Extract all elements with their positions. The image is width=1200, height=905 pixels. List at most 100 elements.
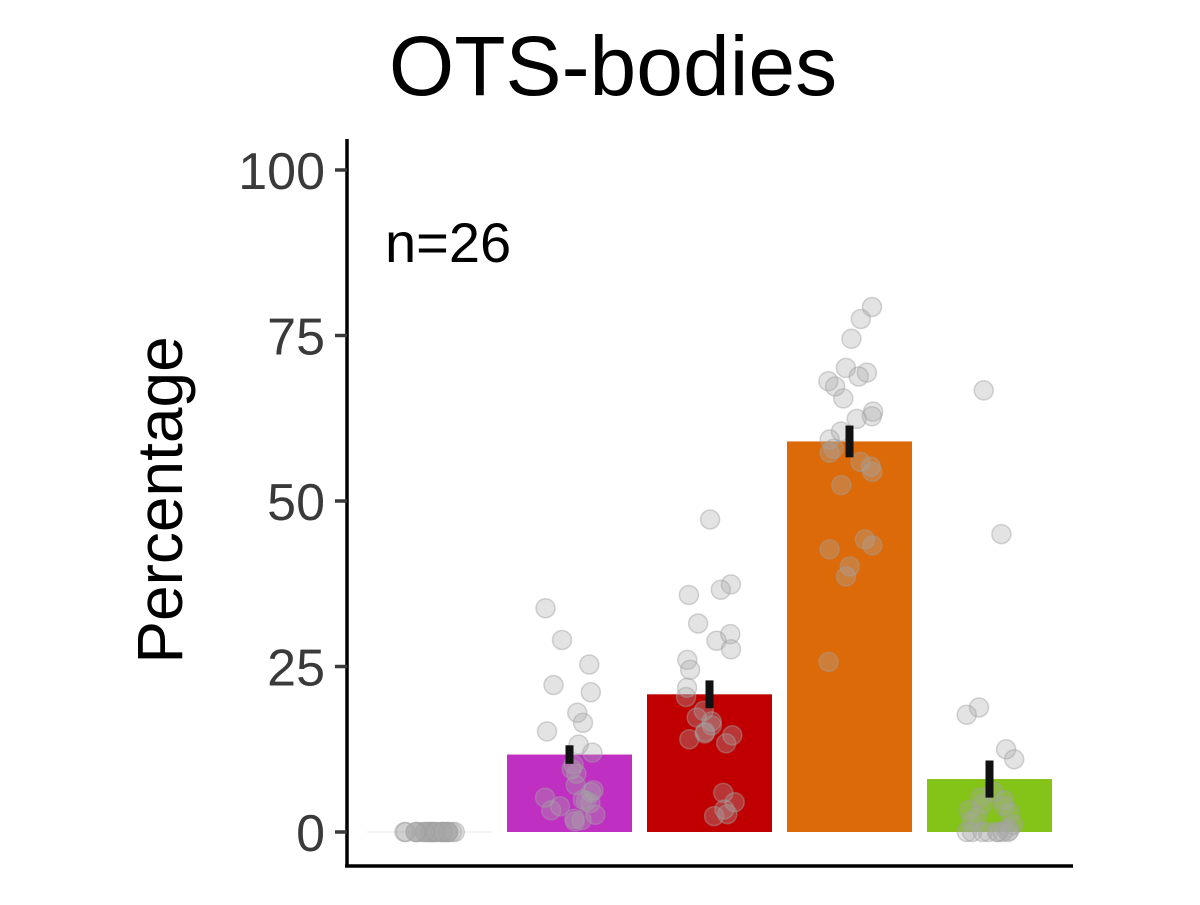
data-point: [678, 584, 700, 606]
data-point: [714, 799, 735, 820]
data-point: [534, 787, 556, 808]
data-point: [410, 821, 432, 843]
data-point: [567, 702, 588, 724]
data-point: [961, 811, 982, 832]
data-point: [993, 789, 1015, 811]
data-point: [703, 805, 725, 827]
data-point: [724, 791, 745, 813]
data-point: [420, 821, 441, 843]
data-point: [972, 821, 993, 843]
sample-size-annotation: n=26: [385, 211, 511, 274]
data-point: [818, 370, 839, 392]
data-point: [438, 821, 459, 843]
data-point: [419, 821, 440, 843]
data-point: [675, 686, 697, 708]
data-point: [579, 654, 600, 675]
data-point: [437, 821, 459, 843]
data-point: [831, 474, 852, 496]
data-point: [540, 799, 562, 821]
data-point: [432, 821, 453, 843]
data-point: [841, 328, 862, 350]
data-point: [436, 821, 457, 843]
data-point: [966, 805, 988, 827]
data-point: [575, 790, 597, 812]
data-point: [706, 630, 727, 651]
bar-0: [367, 831, 492, 833]
data-point: [425, 821, 447, 843]
data-point: [972, 793, 993, 815]
data-point: [430, 821, 451, 843]
data-point: [720, 639, 742, 660]
data-point: [956, 704, 977, 726]
data-point: [961, 821, 983, 843]
data-point: [819, 442, 840, 463]
data-point: [819, 539, 840, 560]
data-point: [713, 782, 734, 804]
data-point: [571, 809, 592, 831]
data-point: [824, 376, 846, 397]
data-point: [405, 821, 427, 843]
data-point: [395, 821, 417, 843]
data-point: [564, 808, 585, 830]
data-point: [862, 401, 884, 422]
data-point: [572, 789, 594, 810]
data-point: [582, 742, 603, 763]
data-point: [416, 821, 438, 843]
data-point: [564, 811, 586, 832]
data-point: [679, 729, 700, 750]
y-tick-label: 75: [267, 309, 325, 367]
data-point: [862, 535, 883, 556]
data-point: [717, 803, 738, 825]
data-point: [861, 461, 883, 483]
data-point: [414, 821, 435, 843]
data-point: [568, 734, 589, 755]
y-tick-label: 50: [267, 474, 325, 532]
data-point: [580, 682, 602, 703]
bar-1: [507, 754, 632, 832]
data-point: [993, 795, 1015, 817]
data-point: [850, 451, 871, 473]
data-point: [580, 792, 601, 814]
data-point: [970, 787, 991, 808]
chart-title: OTS-bodies: [389, 19, 837, 113]
data-point: [535, 597, 556, 619]
data-point: [422, 821, 444, 843]
data-point: [407, 821, 428, 843]
data-point: [848, 366, 869, 387]
data-point: [835, 566, 857, 587]
data-point: [991, 523, 1012, 545]
data-point: [431, 821, 453, 843]
data-point: [565, 774, 586, 796]
data-point: [441, 821, 463, 843]
data-point: [551, 629, 573, 651]
data-point: [722, 725, 743, 746]
data-point: [995, 739, 1017, 760]
y-axis-ticks: 0 25 50 75 100: [238, 143, 347, 863]
data-point: [694, 723, 716, 744]
data-point: [720, 623, 741, 645]
data-point: [701, 715, 723, 736]
data-point: [687, 613, 709, 634]
data-point: [987, 821, 1009, 843]
data-point: [720, 574, 742, 595]
y-tick-label: 25: [267, 640, 325, 698]
data-point: [992, 821, 1013, 843]
data-point: [676, 677, 698, 698]
data-point: [956, 821, 978, 843]
data-point: [968, 697, 990, 718]
data-point: [860, 456, 882, 477]
data-point: [850, 308, 872, 330]
data-point: [958, 799, 979, 821]
data-point: [833, 388, 854, 409]
data-point: [425, 821, 446, 843]
y-axis-label: Percentage: [124, 336, 196, 663]
data-point: [999, 802, 1021, 824]
data-point: [986, 821, 1008, 843]
data-point: [679, 659, 701, 681]
data-point: [854, 529, 876, 550]
data-point: [715, 733, 737, 754]
data-point: [997, 817, 1019, 839]
data-point: [856, 362, 878, 383]
